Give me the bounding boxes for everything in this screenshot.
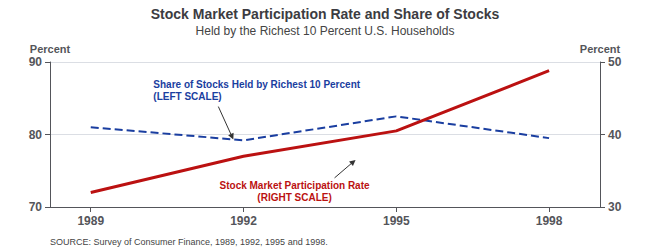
svg-text:70: 70 bbox=[29, 200, 43, 214]
svg-text:50: 50 bbox=[608, 55, 622, 69]
svg-text:Held by the Richest 10 Percent: Held by the Richest 10 Percent U.S. Hous… bbox=[196, 24, 455, 38]
svg-text:Percent: Percent bbox=[30, 43, 71, 55]
svg-text:Percent: Percent bbox=[580, 43, 621, 55]
svg-text:Share of Stocks Held by Riches: Share of Stocks Held by Richest 10 Perce… bbox=[153, 79, 360, 90]
svg-text:SOURCE: Survey of Consumer Fin: SOURCE: Survey of Consumer Finance, 1989… bbox=[50, 237, 328, 247]
svg-text:90: 90 bbox=[29, 55, 43, 69]
svg-text:80: 80 bbox=[29, 128, 43, 142]
svg-text:1989: 1989 bbox=[77, 214, 104, 228]
svg-text:1992: 1992 bbox=[230, 214, 257, 228]
svg-text:Stock Market Participation Rat: Stock Market Participation Rate bbox=[220, 180, 370, 191]
svg-text:1998: 1998 bbox=[536, 214, 563, 228]
svg-text:40: 40 bbox=[608, 128, 622, 142]
svg-text:Stock Market Participation Rat: Stock Market Participation Rate and Shar… bbox=[151, 6, 500, 22]
svg-text:(RIGHT SCALE): (RIGHT SCALE) bbox=[257, 192, 331, 203]
svg-text:1995: 1995 bbox=[383, 214, 410, 228]
svg-text:(LEFT SCALE): (LEFT SCALE) bbox=[153, 91, 221, 102]
svg-text:30: 30 bbox=[608, 200, 622, 214]
